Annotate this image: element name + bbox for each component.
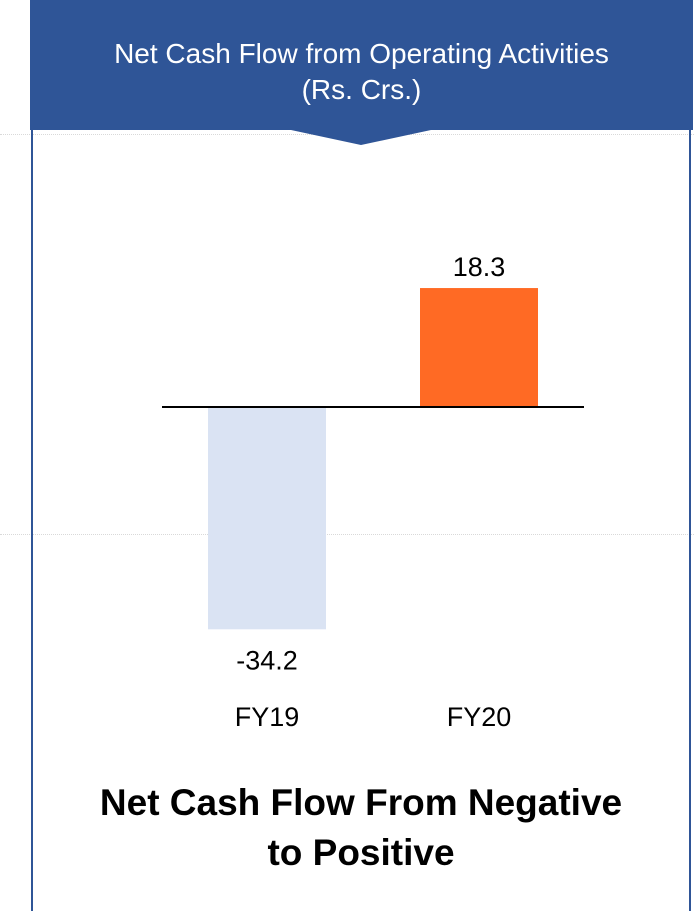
banner-title: Net Cash Flow from Operating Activities …: [30, 36, 693, 108]
data-label-fy20: 18.3: [453, 252, 506, 282]
bar-fy19: [208, 407, 326, 630]
title-banner: Net Cash Flow from Operating Activities …: [30, 0, 693, 145]
data-label-fy19: -34.2: [236, 645, 298, 675]
banner-title-line1: Net Cash Flow from Operating Activities: [114, 38, 609, 69]
footer-note: Net Cash Flow From Negative to Positive: [33, 778, 689, 878]
category-label-fy19: FY19: [235, 702, 300, 732]
dotted-guide-line-middle: [0, 534, 694, 535]
footer-note-line1: Net Cash Flow From Negative: [99, 782, 623, 823]
bar-fy20: [420, 288, 538, 407]
category-label-fy20: FY20: [447, 702, 512, 732]
banner-title-line2: (Rs. Crs.): [301, 74, 422, 105]
banner-shape: [30, 0, 693, 145]
footer-note-line2: to Positive: [267, 832, 455, 873]
